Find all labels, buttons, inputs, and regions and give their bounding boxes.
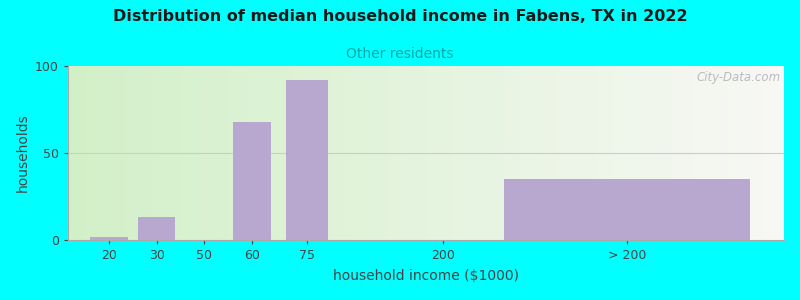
Text: City-Data.com: City-Data.com <box>696 71 781 84</box>
Text: Other residents: Other residents <box>346 46 454 61</box>
Bar <box>234 122 271 240</box>
Bar <box>286 80 328 240</box>
Bar <box>138 218 175 240</box>
Bar <box>505 179 750 240</box>
X-axis label: household income ($1000): household income ($1000) <box>333 269 519 283</box>
Bar <box>90 236 128 240</box>
Text: Distribution of median household income in Fabens, TX in 2022: Distribution of median household income … <box>113 9 687 24</box>
Y-axis label: households: households <box>15 114 30 192</box>
